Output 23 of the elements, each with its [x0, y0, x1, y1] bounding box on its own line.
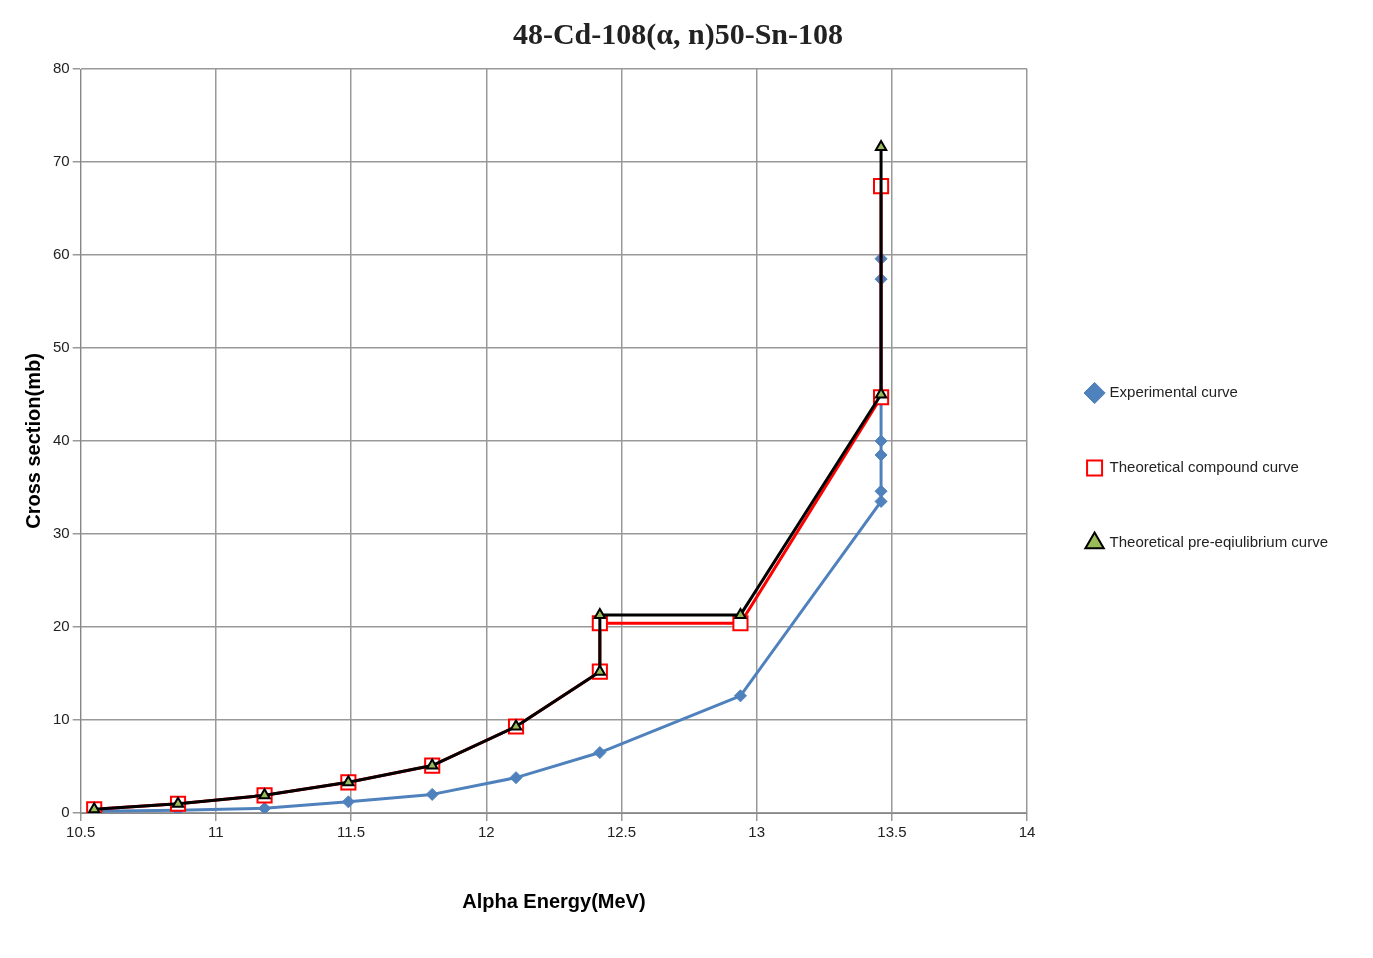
chart-title: 48-Cd-108(α, n)50-Sn-108 [512, 16, 844, 51]
x-axis-title: Alpha Energy(MeV) [462, 889, 646, 912]
legend-label: Experimental curve [1109, 383, 1238, 401]
x-tick-label: 13.5 [877, 823, 907, 841]
x-tick-label: 13 [748, 823, 766, 841]
x-tick-label: 12.5 [606, 823, 637, 841]
y-tick-label: 50 [53, 338, 70, 356]
legend-label: Theoretical compound curve [1109, 458, 1299, 476]
legend-label: Theoretical pre-eqiulibrium curve [1109, 533, 1329, 551]
y-tick-label: 10 [53, 710, 70, 728]
y-tick-label: 40 [53, 431, 70, 449]
y-tick-label: 20 [53, 617, 70, 635]
y-tick-label: 60 [53, 245, 70, 263]
x-tick-label: 12 [477, 823, 495, 841]
y-axis-title: Cross section(mb) [21, 353, 44, 529]
y-tick-label: 30 [53, 524, 70, 542]
x-tick-label: 11.5 [337, 823, 366, 841]
y-tick-label: 0 [61, 803, 70, 821]
x-tick-label: 10.5 [66, 823, 96, 841]
x-tick-label: 11 [208, 823, 224, 841]
y-tick-label: 80 [53, 59, 70, 77]
y-tick-label: 70 [53, 152, 70, 170]
x-tick-label: 14 [1018, 823, 1036, 841]
